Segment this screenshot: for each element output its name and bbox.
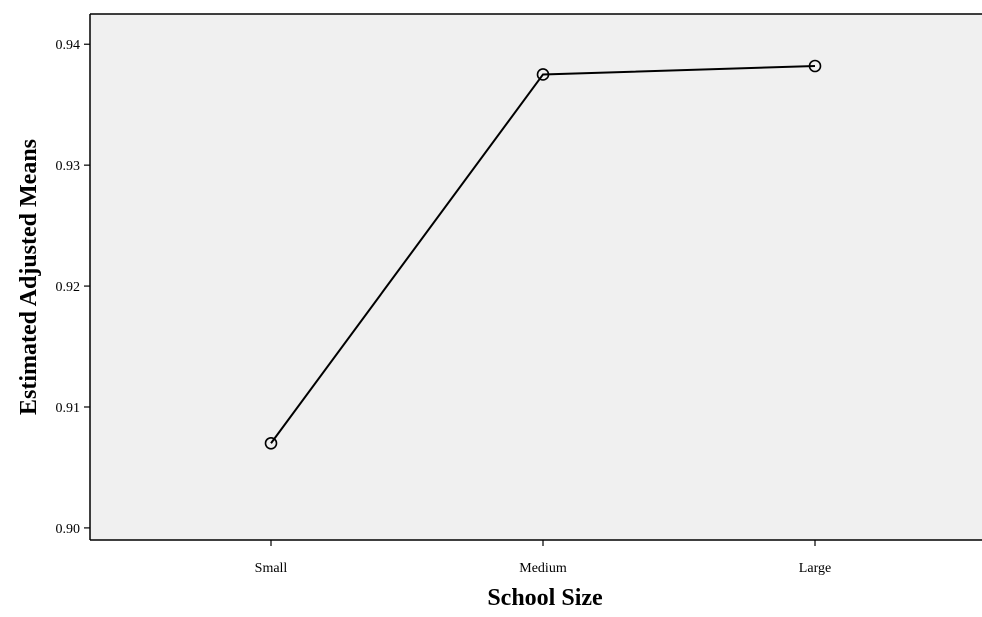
x-tick-label: Small (255, 561, 288, 576)
plot-area (90, 14, 982, 540)
y-tick-label: 0.90 (56, 522, 81, 537)
series-line (270, 64, 816, 444)
x-ticks: Small Medium Large (255, 540, 831, 576)
y-axis-title: Estimated Adjusted Means (16, 139, 42, 415)
data-point-marker (536, 68, 550, 81)
y-tick-label: 0.91 (56, 401, 81, 416)
y-tick-label: 0.94 (56, 38, 81, 53)
y-tick-label: 0.92 (56, 280, 81, 295)
series-line-group (264, 59, 822, 450)
y-ticks: 0.90 0.91 0.92 0.93 0.94 (56, 38, 90, 537)
data-point-marker (808, 59, 822, 73)
x-tick-label: Large (799, 561, 831, 576)
y-tick-label: 0.93 (56, 159, 81, 174)
x-axis-title: School Size (487, 585, 603, 611)
x-tick-label: Medium (519, 561, 567, 576)
data-point-marker (264, 436, 278, 450)
